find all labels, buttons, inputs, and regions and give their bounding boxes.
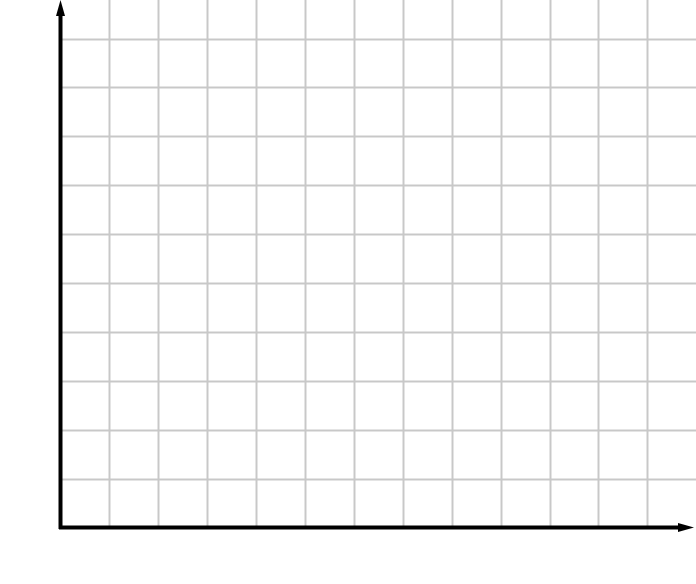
y-axis-arrowhead (56, 0, 65, 16)
axes (56, 0, 694, 532)
x-axis-arrowhead (678, 523, 694, 532)
grid (60, 0, 696, 528)
